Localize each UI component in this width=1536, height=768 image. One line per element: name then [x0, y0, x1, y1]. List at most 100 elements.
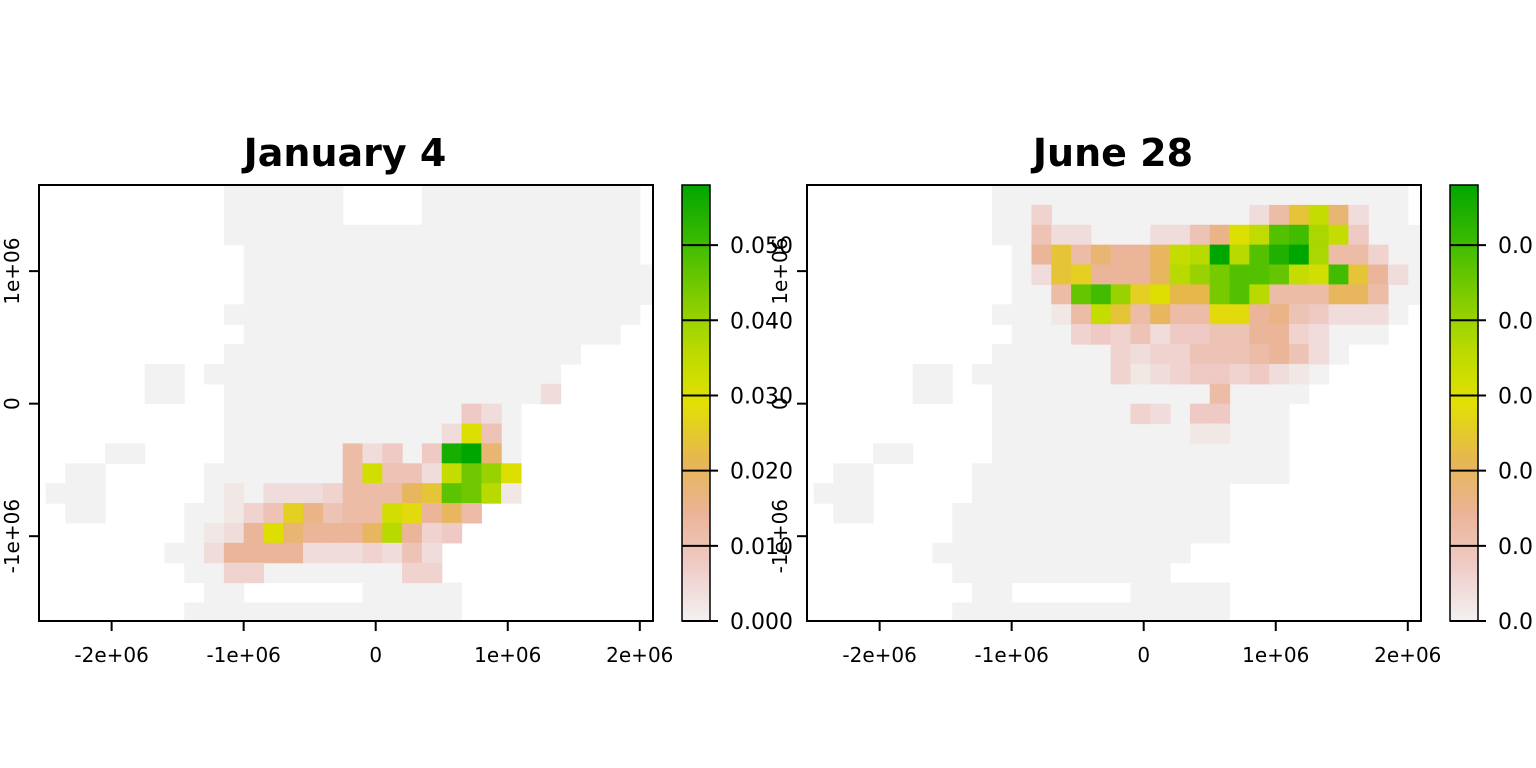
raster-cell — [1130, 244, 1151, 266]
raster-cell — [1288, 264, 1310, 285]
x-tick-label: -1e+06 — [206, 643, 280, 667]
legend-colorbar — [1449, 184, 1479, 622]
raster-cell — [263, 483, 284, 504]
raster-cell — [382, 522, 403, 544]
raster-cell — [1209, 363, 1231, 385]
raster-cell — [1249, 344, 1270, 365]
raster-cell — [1249, 284, 1270, 305]
raster-cell — [1209, 244, 1231, 266]
raster-cell — [1051, 244, 1072, 266]
raster-cell — [1170, 244, 1191, 266]
raster-cell — [421, 522, 443, 544]
raster-cell — [1308, 244, 1330, 266]
raster-cell — [1308, 304, 1330, 325]
land-cell-run — [204, 363, 562, 385]
raster-cell — [1308, 224, 1330, 246]
raster-cell — [1130, 344, 1151, 365]
raster-cell — [283, 483, 304, 504]
land-cell-run — [223, 383, 542, 405]
axes: -2e+06 -1e+06 0 1e+06 2e+06 -1e+06 0 1e+06 — [768, 238, 1441, 667]
color-legend: 0.000 0.010 0.020 0.030 0.040 0.050 — [681, 184, 793, 635]
raster-cell — [1090, 324, 1112, 345]
raster-cell — [1249, 204, 1270, 226]
raster-cell — [1229, 284, 1250, 305]
raster-cell — [1170, 264, 1191, 285]
raster-cell — [441, 423, 463, 445]
raster-cell — [322, 542, 344, 564]
raster-cell — [1249, 363, 1270, 385]
raster-cell — [1348, 304, 1369, 325]
land-cell-run — [421, 204, 641, 226]
raster-cell — [481, 403, 502, 425]
raster-cell — [1288, 324, 1310, 345]
x-tick-label: 2e+06 — [1374, 643, 1441, 667]
legend-tick-label: 0.0 — [1498, 535, 1533, 560]
raster-cell — [402, 483, 423, 504]
raster-cell — [223, 542, 245, 564]
x-tick-label: -2e+06 — [842, 643, 916, 667]
raster-cell — [303, 503, 324, 524]
raster-cell — [1308, 264, 1330, 285]
raster-cell — [421, 503, 443, 524]
raster-cell — [421, 463, 443, 484]
raster-cell — [342, 522, 364, 544]
raster-cell — [1090, 264, 1112, 285]
raster-cell — [362, 483, 383, 504]
raster-cell — [1110, 304, 1132, 325]
raster-cell — [1189, 344, 1211, 365]
raster-cell — [1269, 244, 1290, 266]
raster-cell — [421, 562, 443, 584]
raster-cell — [1288, 224, 1310, 246]
land-cell-run — [991, 443, 1290, 464]
raster-cell — [1170, 363, 1191, 385]
raster-cell — [441, 503, 463, 524]
color-legend: 0.0 0.0 0.0 0.0 0.0 0.0 — [1449, 184, 1533, 635]
raster-cell — [441, 443, 463, 464]
raster-cell — [1269, 264, 1290, 285]
land-cell-run — [952, 562, 1171, 584]
raster-cell — [1348, 224, 1369, 246]
raster-cell — [1189, 244, 1211, 266]
x-tick-label: 2e+06 — [606, 643, 673, 667]
raster-cell — [342, 443, 364, 464]
raster-cell — [1269, 324, 1290, 345]
raster-cell — [461, 423, 482, 445]
raster-cell — [1150, 244, 1171, 266]
land-cell-run — [873, 443, 914, 464]
raster-cell — [1249, 244, 1270, 266]
raster-cell — [1209, 284, 1231, 305]
raster-cell — [1071, 224, 1092, 246]
legend-tick-label: 0.0 — [1498, 384, 1533, 409]
raster-cell — [1288, 363, 1310, 385]
raster-cell — [362, 522, 383, 544]
raster-cell — [421, 483, 443, 504]
raster-cell — [1031, 204, 1052, 226]
land-cell-run — [952, 503, 1231, 524]
x-tick-label: -2e+06 — [74, 643, 148, 667]
raster-cell — [1189, 423, 1211, 445]
raster-cell — [402, 562, 423, 584]
y-tick-label: 1e+06 — [768, 238, 792, 305]
x-tick-label: 0 — [1137, 643, 1150, 667]
raster-cell — [1249, 264, 1270, 285]
land-cell-run — [184, 562, 403, 584]
chart-title: January 4 — [241, 131, 447, 175]
raster-cell — [1090, 244, 1112, 266]
land-cell-run — [991, 185, 1409, 206]
raster-cell — [243, 522, 265, 544]
raster-cell — [1090, 304, 1112, 325]
raster-cell — [362, 503, 383, 524]
raster-cell — [402, 542, 423, 564]
raster-cell — [1170, 284, 1191, 305]
raster-cell — [243, 562, 265, 584]
land-cell-run — [972, 463, 1290, 484]
raster-cell — [1071, 264, 1092, 285]
raster-layer — [45, 185, 653, 621]
raster-cell — [1308, 204, 1330, 226]
raster-cell — [1328, 204, 1349, 226]
raster-cell — [1051, 264, 1072, 285]
raster-cell — [223, 562, 245, 584]
legend-tick-label: 0.0 — [1498, 234, 1533, 259]
legend-tick-label: 0.0 — [1498, 610, 1533, 635]
raster-cell — [1150, 264, 1171, 285]
